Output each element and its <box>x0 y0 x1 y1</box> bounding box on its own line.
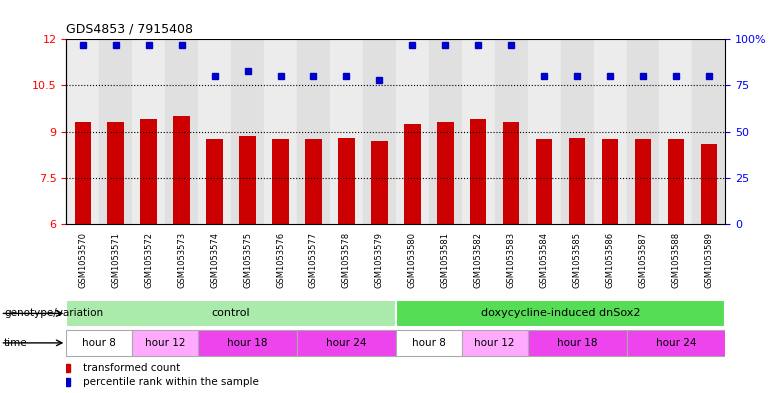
Bar <box>503 122 519 224</box>
Bar <box>462 39 495 224</box>
Bar <box>297 39 330 224</box>
Bar <box>462 330 527 356</box>
Bar <box>668 140 684 224</box>
Text: percentile rank within the sample: percentile rank within the sample <box>83 377 259 387</box>
Bar <box>272 140 289 224</box>
Bar <box>66 330 133 356</box>
Bar <box>602 140 619 224</box>
Bar <box>470 119 487 224</box>
Bar <box>404 124 420 224</box>
Bar <box>527 39 561 224</box>
Bar <box>594 39 626 224</box>
Bar <box>396 39 429 224</box>
Text: hour 8: hour 8 <box>83 338 116 348</box>
Text: hour 8: hour 8 <box>412 338 445 348</box>
Bar <box>626 330 725 356</box>
Bar <box>140 119 157 224</box>
Text: GDS4853 / 7915408: GDS4853 / 7915408 <box>66 22 193 35</box>
Text: hour 18: hour 18 <box>227 338 268 348</box>
Text: time: time <box>4 338 27 348</box>
Bar <box>339 138 355 224</box>
Text: hour 24: hour 24 <box>326 338 367 348</box>
Text: genotype/variation: genotype/variation <box>4 309 103 318</box>
Text: control: control <box>211 309 250 318</box>
Bar <box>660 39 693 224</box>
Bar <box>231 39 264 224</box>
Bar <box>108 122 124 224</box>
Bar <box>693 39 725 224</box>
Text: hour 24: hour 24 <box>656 338 697 348</box>
Text: hour 12: hour 12 <box>474 338 515 348</box>
Bar <box>363 39 395 224</box>
Bar <box>173 116 190 224</box>
Bar <box>396 300 725 327</box>
Bar <box>239 136 256 224</box>
Bar <box>305 140 321 224</box>
Text: doxycycline-induced dnSox2: doxycycline-induced dnSox2 <box>481 309 640 318</box>
Bar <box>133 330 198 356</box>
Bar <box>66 39 99 224</box>
Bar <box>165 39 198 224</box>
Bar <box>561 39 594 224</box>
Bar <box>330 39 363 224</box>
Text: hour 12: hour 12 <box>145 338 186 348</box>
Bar <box>133 39 165 224</box>
Bar <box>527 330 626 356</box>
Bar <box>429 39 462 224</box>
Bar <box>264 39 297 224</box>
Bar <box>207 140 223 224</box>
Bar <box>700 144 717 224</box>
Bar <box>297 330 396 356</box>
Text: hour 18: hour 18 <box>557 338 597 348</box>
Bar <box>99 39 132 224</box>
Bar <box>75 122 91 224</box>
Bar <box>635 140 651 224</box>
Bar <box>371 141 388 224</box>
Bar <box>536 140 552 224</box>
Bar <box>495 39 528 224</box>
Bar <box>198 39 231 224</box>
Bar <box>198 330 297 356</box>
Bar <box>437 122 453 224</box>
Bar <box>396 330 462 356</box>
Bar <box>569 138 585 224</box>
Bar <box>66 300 395 327</box>
Bar <box>626 39 660 224</box>
Text: transformed count: transformed count <box>83 364 180 373</box>
